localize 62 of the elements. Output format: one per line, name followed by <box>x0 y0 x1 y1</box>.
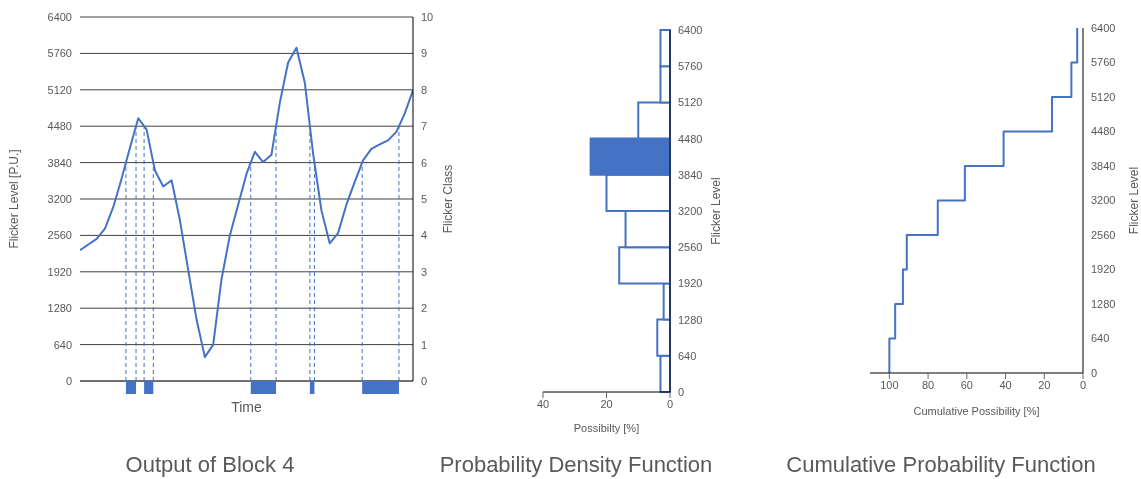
y-tick-label: 6400 <box>678 23 703 36</box>
y-tick-label: 5120 <box>678 96 703 109</box>
x-axis-title: Time <box>231 399 263 415</box>
text: Probability Density Function <box>438 452 714 478</box>
text: Cumulative Probability Function <box>785 452 1097 478</box>
y-tick-label: 6400 <box>47 10 72 23</box>
y-tick-label: 6400 <box>1091 21 1116 34</box>
y-tick-label: 1920 <box>678 277 703 290</box>
x-tick-label: 80 <box>921 378 935 391</box>
y-axis-title: Flicker Level [P.U.] <box>7 149 22 249</box>
x-axis-title: Possibilty [%] <box>573 422 640 434</box>
y2-tick-label: 4 <box>421 229 428 242</box>
line-series <box>80 46 413 359</box>
y2-axis-title: Flicker Class <box>441 164 456 234</box>
y-tick-label: 5760 <box>1091 56 1116 69</box>
y-tick-label: 3200 <box>1091 194 1116 207</box>
x-tick-label: 100 <box>880 378 899 391</box>
y-tick-label: 640 <box>1091 332 1110 345</box>
y2-tick-label: 3 <box>421 265 428 278</box>
y2-tick-label: 10 <box>421 10 434 23</box>
y-tick-label: 3200 <box>47 192 72 205</box>
y2-tick-label: 8 <box>421 83 428 96</box>
x-tick-label: 60 <box>960 378 973 391</box>
x-tick-label: 40 <box>536 397 550 410</box>
y-tick-label: 2560 <box>1091 228 1116 241</box>
y-tick-label: 3840 <box>47 156 72 169</box>
text: Output of Block 4 <box>124 452 296 478</box>
y-tick-label: 1920 <box>1091 263 1116 276</box>
y-tick-label: 0 <box>1091 366 1098 379</box>
y-tick-label: 2560 <box>678 241 703 254</box>
x-tick-label: 20 <box>600 397 613 410</box>
y2-tick-label: 9 <box>421 47 428 60</box>
x-tick-label: 0 <box>666 397 674 410</box>
y2-tick-label: 7 <box>421 120 428 133</box>
y-tick-label: 5760 <box>47 47 72 60</box>
y-tick-label: 1280 <box>678 313 703 326</box>
y-tick-label: 1280 <box>1091 297 1116 310</box>
y-tick-label: 640 <box>678 349 697 362</box>
y-tick-label: 4480 <box>678 132 703 145</box>
y2-tick-label: 5 <box>421 192 428 205</box>
y-tick-label: 5120 <box>1091 90 1116 103</box>
y-tick-label: 5120 <box>47 83 72 96</box>
y-axis-title: Flicker Level <box>709 177 724 245</box>
y-tick-label: 3200 <box>678 204 703 217</box>
y-tick-label: 1920 <box>47 265 72 278</box>
y-tick-label: 4480 <box>47 120 72 133</box>
x-tick-label: 20 <box>1038 378 1051 391</box>
y-tick-label: 2560 <box>47 229 72 242</box>
y-axis-title: Flicker Level <box>1127 166 1141 235</box>
y2-tick-label: 1 <box>421 338 428 351</box>
x-axis-title: Cumulative Possibility [%] <box>913 405 1040 417</box>
y-tick-label: 5760 <box>678 60 703 73</box>
line-series <box>888 28 1079 373</box>
y-tick-label: 1280 <box>47 302 72 315</box>
y-tick-label: 3840 <box>678 168 703 181</box>
y-tick-label: 3840 <box>1091 159 1116 172</box>
y2-tick-label: 2 <box>421 302 428 315</box>
x-tick-label: 40 <box>999 378 1012 391</box>
y-tick-label: 640 <box>53 338 72 351</box>
x-tick-label: 0 <box>1079 378 1087 391</box>
y2-tick-label: 6 <box>421 156 428 169</box>
y-tick-label: 4480 <box>1091 125 1116 138</box>
